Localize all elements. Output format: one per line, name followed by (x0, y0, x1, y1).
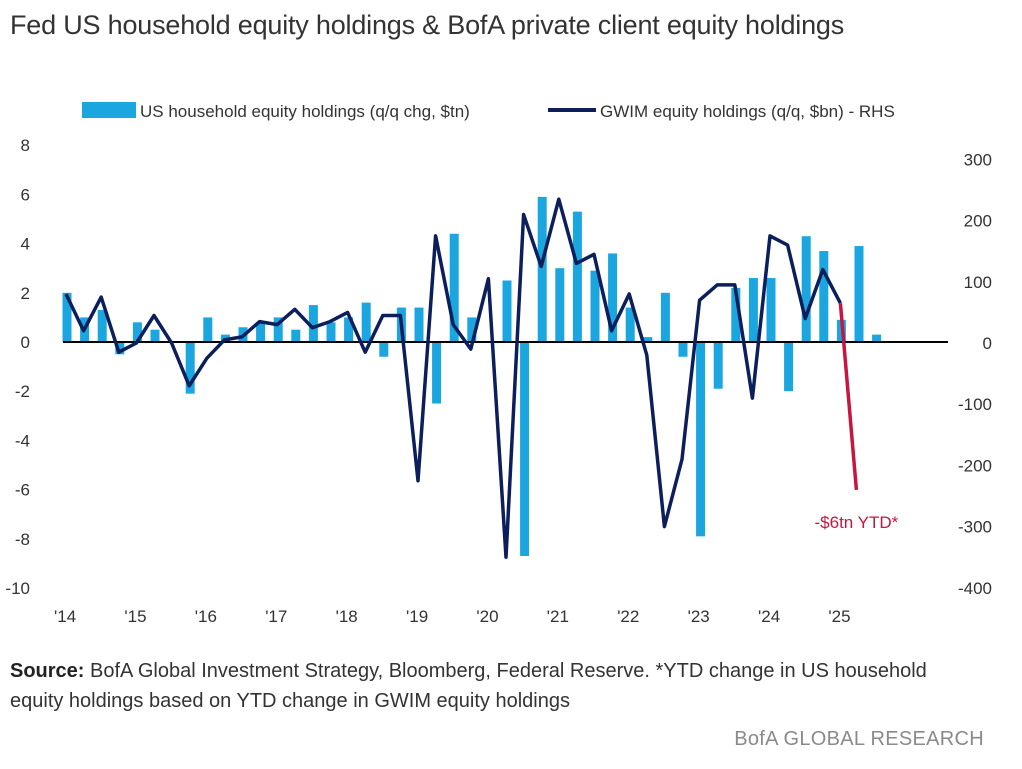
x-axis-tick: '18 (336, 607, 358, 626)
bar (502, 280, 512, 342)
x-axis-tick: '24 (758, 607, 780, 626)
bar (678, 342, 688, 357)
bar (608, 253, 618, 342)
bar (97, 310, 107, 342)
ytd-line (838, 303, 859, 491)
right-axis-tick: 0 (983, 334, 992, 353)
bar (432, 342, 442, 404)
source-text: BofA Global Investment Strategy, Bloombe… (10, 660, 927, 712)
bar (203, 317, 213, 342)
bar (132, 322, 142, 342)
bar (185, 342, 195, 394)
bar (150, 329, 160, 342)
bar (625, 307, 635, 342)
bar (766, 278, 776, 342)
right-axis-tick: -200 (958, 456, 992, 475)
bar (801, 236, 811, 342)
bar (713, 342, 723, 389)
legend-bar-swatch (82, 102, 136, 118)
bar-series (62, 196, 882, 557)
bar (256, 322, 266, 342)
right-axis-tick: 300 (964, 150, 992, 169)
left-axis-ticks: 8 6 4 2 0 -2 -4 -6 -8 -10 (5, 136, 30, 598)
bar (537, 196, 547, 342)
bar (291, 329, 301, 342)
bar (819, 250, 829, 342)
bar (555, 268, 565, 342)
chart: US household equity holdings (q/q chg, $… (5, 102, 992, 626)
right-axis-tick: 200 (964, 212, 992, 231)
right-axis-tick: -100 (958, 395, 992, 414)
x-axis-tick: '14 (54, 607, 76, 626)
bar (660, 292, 670, 342)
bar (731, 287, 741, 342)
bar (590, 270, 600, 342)
x-axis-tick: '16 (195, 607, 217, 626)
bar (62, 292, 72, 342)
x-axis-tick: '21 (547, 607, 569, 626)
ytd-annotation: -$6tn YTD* (815, 513, 899, 532)
bar (520, 342, 530, 557)
bar (449, 233, 459, 342)
bar (467, 317, 477, 342)
left-axis-tick: 6 (21, 185, 30, 204)
legend-bar-label: US household equity holdings (q/q chg, $… (140, 102, 470, 121)
bar (572, 211, 582, 342)
bar (748, 278, 758, 342)
left-axis-tick: -6 (15, 481, 30, 500)
x-axis-tick: '22 (617, 607, 639, 626)
x-axis-tick: '20 (476, 607, 498, 626)
right-axis-ticks: 300 200 100 0 -100 -200 -300 -400 (958, 150, 992, 597)
left-axis-tick: -2 (15, 382, 30, 401)
x-axis-ticks: '14 '15 '16 '17 '18 '19 '20 '21 '22 '23 '24 '25 (54, 607, 851, 626)
bar (696, 342, 706, 537)
left-axis-tick: -8 (15, 530, 30, 549)
left-axis-tick: 2 (21, 284, 30, 303)
right-axis-tick: 100 (964, 273, 992, 292)
bar (784, 342, 794, 392)
left-axis-tick: 4 (21, 235, 30, 254)
left-axis-tick: -10 (5, 579, 30, 598)
bar (308, 305, 318, 342)
bar (379, 342, 389, 357)
right-axis-tick: -300 (958, 518, 992, 537)
left-axis-tick: 0 (21, 333, 30, 352)
right-axis-tick: -400 (958, 579, 992, 598)
bar (414, 307, 424, 342)
x-axis-tick: '17 (265, 607, 287, 626)
source-label: Source: (10, 660, 85, 682)
legend-line-label: GWIM equity holdings (q/q, $bn) - RHS (600, 102, 895, 121)
bar (115, 342, 125, 355)
bar (872, 334, 882, 342)
brand-label: BofA GLOBAL RESEARCH (734, 728, 984, 750)
x-axis-tick: '15 (124, 607, 146, 626)
x-axis-tick: '19 (406, 607, 428, 626)
source-note: Source: BofA Global Investment Strategy,… (10, 656, 970, 716)
bar (361, 302, 371, 342)
bar (643, 337, 653, 342)
chart-title: Fed US household equity holdings & BofA … (10, 10, 845, 40)
bar (344, 317, 354, 342)
bar (854, 246, 864, 342)
left-axis-tick: 8 (21, 136, 30, 155)
gwim-line-series (64, 197, 842, 559)
left-axis-tick: -4 (15, 431, 30, 450)
bar (326, 322, 336, 342)
legend: US household equity holdings (q/q chg, $… (82, 102, 895, 121)
bar (273, 317, 283, 342)
x-axis-tick: '23 (688, 607, 710, 626)
x-axis-tick: '25 (828, 607, 850, 626)
